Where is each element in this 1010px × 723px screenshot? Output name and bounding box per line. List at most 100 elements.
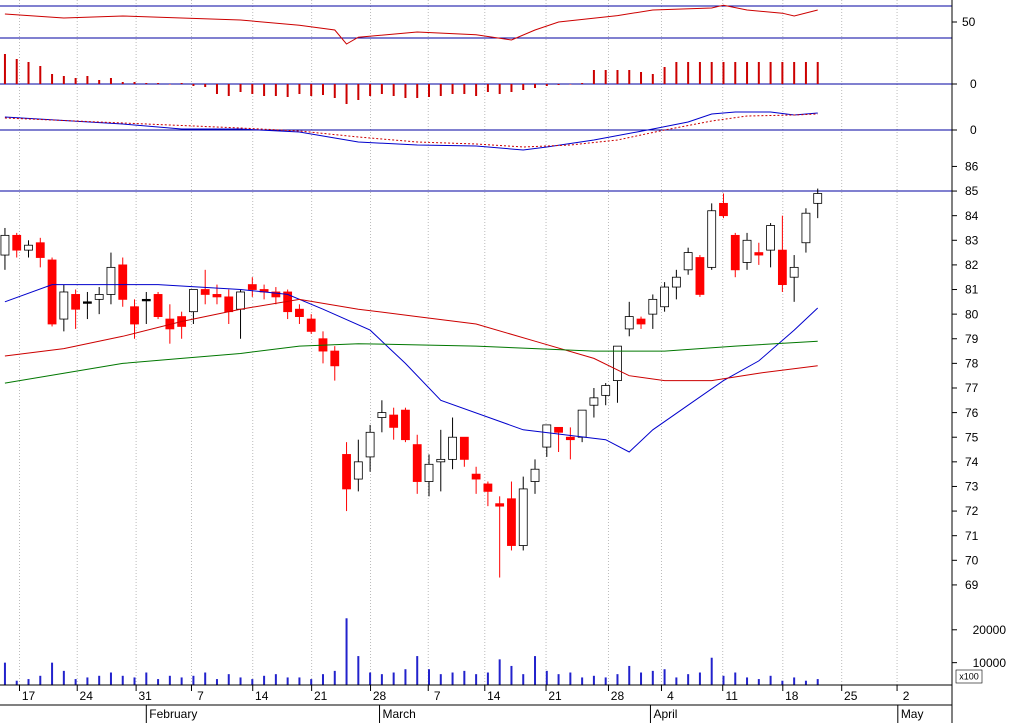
bar xyxy=(651,74,654,84)
bar xyxy=(333,84,336,98)
y-tick-label: 75 xyxy=(965,430,979,444)
candle-body xyxy=(648,298,658,315)
bar xyxy=(604,677,607,685)
bar xyxy=(263,675,266,685)
bar xyxy=(27,62,30,84)
y-tick-label: 69 xyxy=(965,578,979,592)
bar xyxy=(687,674,690,685)
bar xyxy=(793,677,796,685)
candle-body xyxy=(247,284,257,290)
bar xyxy=(816,62,819,84)
x-tick-label: 14 xyxy=(255,689,269,703)
candle-body xyxy=(106,266,116,295)
x-tick-label: 18 xyxy=(785,689,799,703)
y-tick-label: 78 xyxy=(965,357,979,371)
x-tick-label: 31 xyxy=(138,689,152,703)
bar xyxy=(74,78,77,84)
bar xyxy=(498,84,501,94)
bar xyxy=(168,84,171,85)
bar xyxy=(251,679,254,685)
candle-body xyxy=(495,503,505,507)
y-tick-label: 84 xyxy=(965,209,979,223)
bar xyxy=(369,672,372,685)
bar xyxy=(227,674,230,685)
x-tick-label: 7 xyxy=(197,689,204,703)
y-tick-label: 0 xyxy=(970,77,977,91)
candle-body xyxy=(459,436,469,460)
candle-body xyxy=(542,424,552,448)
candle-body xyxy=(766,225,775,251)
bar xyxy=(98,80,101,84)
x-tick-label: 24 xyxy=(80,689,94,703)
candle-body xyxy=(130,306,139,325)
bar xyxy=(392,672,395,685)
bar xyxy=(581,677,584,685)
candle-body xyxy=(295,308,304,317)
bar xyxy=(15,59,18,84)
y-tick-label: 0 xyxy=(970,123,977,137)
bar xyxy=(510,665,513,685)
candle-body xyxy=(507,498,516,546)
bar xyxy=(298,677,301,685)
bar xyxy=(86,76,89,84)
bar xyxy=(333,670,336,685)
bar xyxy=(628,70,631,84)
candle-body xyxy=(118,264,128,300)
candle-body xyxy=(448,436,457,460)
bar xyxy=(428,84,431,97)
bar xyxy=(180,83,183,84)
bar xyxy=(698,62,701,84)
bar xyxy=(687,62,690,84)
line-series xyxy=(4,298,818,382)
bar xyxy=(239,84,242,92)
bar xyxy=(145,672,148,685)
bar xyxy=(3,662,6,685)
bar xyxy=(486,672,489,685)
bar xyxy=(310,679,313,685)
candle-body xyxy=(613,345,622,382)
x-tick-label: 21 xyxy=(314,689,328,703)
y-tick-label: 86 xyxy=(965,160,979,174)
bar xyxy=(321,674,324,685)
bar xyxy=(274,84,277,96)
bar xyxy=(710,62,713,84)
bar xyxy=(722,675,725,685)
line-series xyxy=(4,111,818,151)
candle-body xyxy=(94,294,104,300)
candle-body xyxy=(695,257,705,295)
bar xyxy=(109,78,112,84)
candle-body xyxy=(83,301,92,304)
line-series xyxy=(4,4,818,45)
bar xyxy=(263,84,266,96)
bar xyxy=(710,657,713,685)
bar xyxy=(510,84,513,92)
candle-body xyxy=(189,289,198,313)
bar xyxy=(486,84,489,92)
y-tick-label: 74 xyxy=(965,455,979,469)
y-tick-label: 77 xyxy=(965,381,979,395)
bar xyxy=(416,84,419,98)
candle-body xyxy=(565,436,575,441)
y-tick-label: 80 xyxy=(965,307,979,321)
bar xyxy=(286,84,289,97)
bar xyxy=(109,672,112,685)
candle-body xyxy=(660,286,669,308)
bar xyxy=(769,675,772,685)
bar xyxy=(781,62,784,84)
month-label: May xyxy=(901,707,924,721)
y-tick-label: 10000 xyxy=(973,656,1007,670)
candle-body xyxy=(577,409,587,438)
candle-body xyxy=(200,289,210,295)
candle-body xyxy=(719,202,728,217)
bar xyxy=(663,669,666,685)
bar xyxy=(192,675,195,685)
bar xyxy=(781,680,784,685)
x-tick-label: 17 xyxy=(22,689,36,703)
bar xyxy=(816,679,819,685)
y-tick-label: 81 xyxy=(965,283,979,297)
bar xyxy=(616,70,619,84)
candle-body xyxy=(330,350,340,367)
month-label: February xyxy=(149,707,197,721)
bar xyxy=(180,677,183,685)
